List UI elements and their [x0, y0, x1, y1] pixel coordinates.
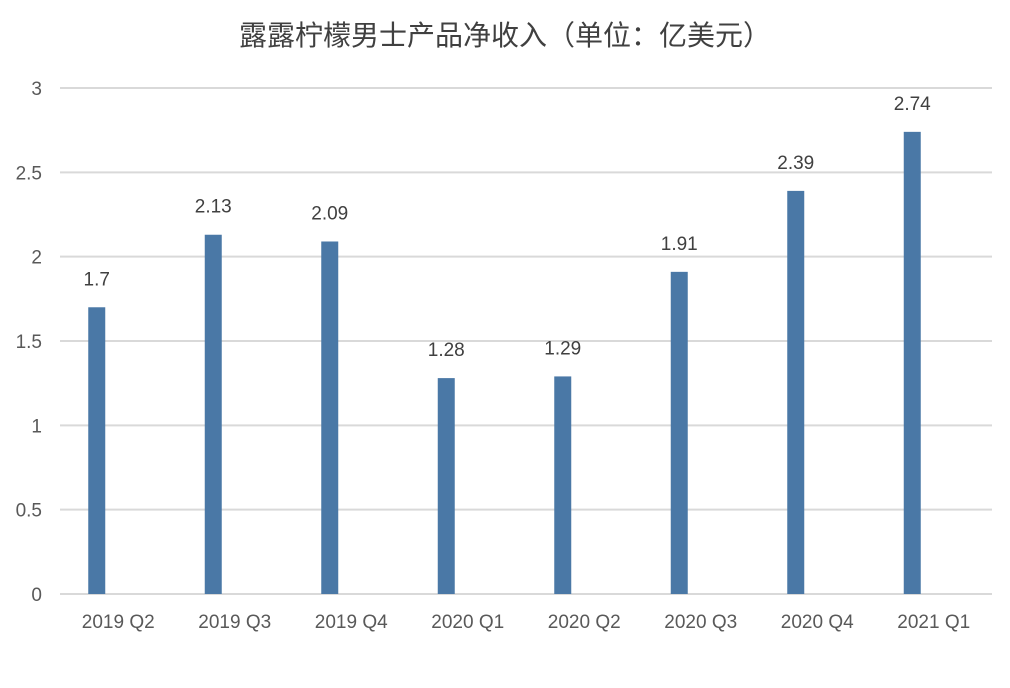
- bar: [321, 241, 339, 594]
- data-labels: 1.7 2.13 2.09 1.28 1.29 1.91 2.39 2.74: [84, 94, 932, 361]
- data-label: 1.91: [661, 234, 698, 255]
- x-tick-label: 2019 Q4: [315, 612, 388, 633]
- bar: [88, 307, 106, 594]
- bar: [670, 271, 688, 594]
- y-tick-label: 2: [31, 248, 42, 269]
- x-tick-label: 2020 Q2: [548, 612, 621, 633]
- bars: [88, 131, 921, 595]
- x-tick-label: 2019 Q3: [198, 612, 271, 633]
- bar: [204, 234, 222, 595]
- gridlines: [60, 87, 992, 595]
- data-label: 2.74: [894, 94, 931, 115]
- chart-title: 露露柠檬男士产品净收入（单位：亿美元）: [238, 19, 771, 52]
- x-tick-label: 2020 Q1: [431, 612, 504, 633]
- y-tick-label: 2.5: [16, 163, 42, 184]
- y-tick-label: 3: [31, 79, 42, 100]
- data-label: 2.13: [195, 197, 232, 218]
- y-tick-label: 1: [31, 416, 42, 437]
- data-label: 1.7: [84, 269, 110, 290]
- x-tick-label: 2020 Q3: [664, 612, 737, 633]
- x-axis-ticks: 2019 Q2 2019 Q3 2019 Q4 2020 Q1 2020 Q2 2020 …: [82, 612, 970, 633]
- data-label: 1.28: [428, 340, 465, 361]
- bar: [903, 131, 921, 594]
- data-label: 2.39: [777, 153, 814, 174]
- bar: [554, 376, 572, 594]
- x-tick-label: 2021 Q1: [897, 612, 970, 633]
- bar: [437, 378, 455, 594]
- data-label: 1.29: [544, 338, 581, 359]
- x-tick-label: 2020 Q4: [781, 612, 854, 633]
- data-label: 2.09: [311, 203, 348, 224]
- x-tick-label: 2019 Q2: [82, 612, 155, 633]
- y-tick-label: 0.5: [16, 501, 42, 522]
- y-tick-label: 0: [31, 585, 42, 606]
- y-tick-label: 1.5: [16, 332, 42, 353]
- bar: [787, 190, 805, 595]
- y-axis-ticks: 0 0.5 1 1.5 2 2.5 3: [16, 79, 42, 606]
